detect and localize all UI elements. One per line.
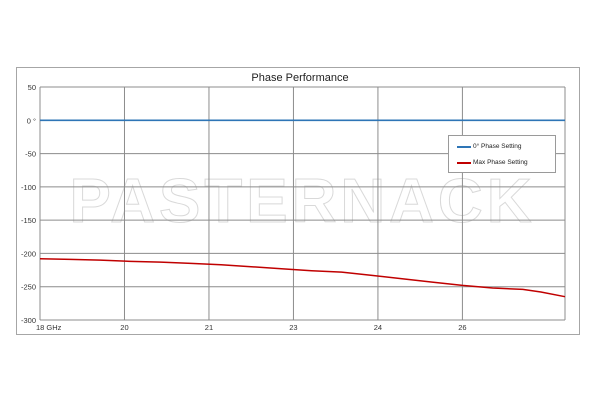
- legend-line-red: [457, 161, 471, 164]
- watermark-text: PASTERNACK: [70, 167, 536, 236]
- legend-label: 0° Phase Setting: [473, 143, 522, 150]
- legend-label: Max Phase Setting: [473, 159, 528, 166]
- legend-item-max-phase: Max Phase Setting: [457, 159, 528, 166]
- legend-item-0-phase: 0° Phase Setting: [457, 143, 522, 150]
- x-tick-label: 23: [289, 323, 297, 332]
- y-tick-label: -50: [25, 150, 36, 159]
- x-tick-label: 20: [120, 323, 128, 332]
- y-tick-label: 50: [28, 83, 36, 92]
- chart-legend: 0° Phase Setting Max Phase Setting: [448, 135, 556, 173]
- x-tick-label: 21: [205, 323, 213, 332]
- chart-frame: [16, 67, 580, 335]
- x-tick-label: 24: [374, 323, 382, 332]
- legend-line-blue: [457, 145, 471, 148]
- series-line-1: [39, 258, 566, 298]
- y-tick-label: -100: [21, 183, 36, 192]
- x-tick-label: 18 GHz: [36, 323, 62, 332]
- y-tick-label: -250: [21, 283, 36, 292]
- chart-title: Phase Performance: [251, 72, 349, 84]
- y-tick-label: 0 °: [27, 116, 36, 125]
- y-tick-label: -300: [21, 316, 36, 325]
- y-tick-label: -150: [21, 216, 36, 225]
- x-tick-label: 26: [458, 323, 466, 332]
- y-tick-label: -200: [21, 249, 36, 258]
